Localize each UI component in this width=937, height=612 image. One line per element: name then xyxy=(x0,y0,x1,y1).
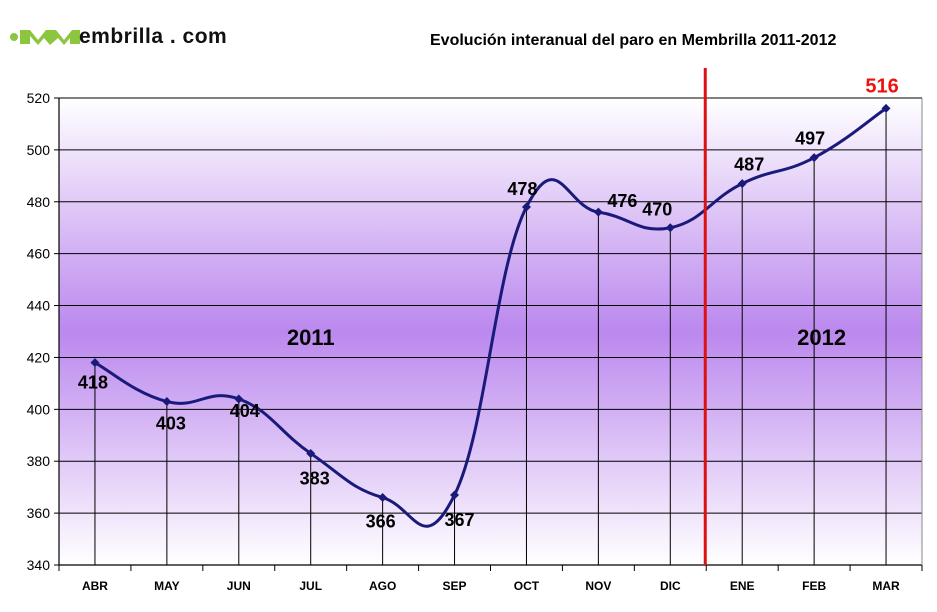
data-point-feb xyxy=(809,153,819,163)
data-markers xyxy=(90,103,891,503)
y-tick-label-360: 360 xyxy=(27,505,51,521)
data-label-nov: 476 xyxy=(607,191,637,211)
y-tick-label-440: 440 xyxy=(27,298,51,314)
data-label-feb: 497 xyxy=(795,129,825,149)
data-point-may xyxy=(162,397,172,407)
x-category-label-nov: NOV xyxy=(585,579,611,593)
y-tick-label-340: 340 xyxy=(27,557,51,573)
axes xyxy=(58,98,923,571)
year-label-2012: 2012 xyxy=(797,325,846,350)
x-category-label-ene: ENE xyxy=(730,579,755,593)
year-label-2011: 2011 xyxy=(287,325,335,350)
x-category-label-feb: FEB xyxy=(802,579,826,593)
data-point-nov xyxy=(593,207,603,217)
data-point-jul xyxy=(306,448,316,458)
year-labels: 2011 2012 xyxy=(287,325,846,350)
y-tick-labels: 340 360 380 400 420 440 460 480 500 520 xyxy=(27,90,51,573)
data-label-abr: 418 xyxy=(78,373,108,393)
data-labels: 418 403 404 383 366 367 478 476 470 487 497 516 xyxy=(78,75,899,531)
data-point-oct xyxy=(521,202,531,212)
x-category-label-abr: ABR xyxy=(82,579,108,593)
data-label-ago: 366 xyxy=(366,512,396,532)
drop-lines xyxy=(94,108,887,565)
y-tick-label-460: 460 xyxy=(27,246,51,262)
y-tick-label-500: 500 xyxy=(27,142,51,158)
x-category-label-sep: SEP xyxy=(443,579,467,593)
data-label-may: 403 xyxy=(156,414,186,434)
logo: embrilla . com xyxy=(10,24,227,50)
y-tick-label-420: 420 xyxy=(27,349,51,365)
x-category-label-jul: JUL xyxy=(299,579,322,593)
x-category-label-dic: DIC xyxy=(660,579,681,593)
y-tick-label-520: 520 xyxy=(27,90,51,106)
x-category-labels: ABR MAY JUN JUL AGO SEP OCT NOV DIC ENE FEB MAR xyxy=(82,579,900,593)
x-category-label-oct: OCT xyxy=(514,579,540,593)
data-point-sep xyxy=(450,490,460,500)
data-point-jun xyxy=(234,394,244,404)
y-tick-label-400: 400 xyxy=(27,401,51,417)
x-category-label-mar: MAR xyxy=(872,579,900,593)
data-label-jun: 404 xyxy=(230,401,260,421)
green-m-logo-icon xyxy=(10,30,80,45)
y-tick-label-380: 380 xyxy=(27,453,51,469)
data-label-jul: 383 xyxy=(300,468,330,488)
data-point-ene xyxy=(737,179,747,189)
plot-background xyxy=(59,98,922,565)
data-point-ago xyxy=(378,493,388,503)
data-label-ene: 487 xyxy=(734,155,764,175)
x-category-label-ago: AGO xyxy=(369,579,396,593)
data-label-mar: 516 xyxy=(865,75,898,97)
data-point-mar xyxy=(881,103,891,113)
data-label-dic: 470 xyxy=(642,200,672,220)
data-label-oct: 478 xyxy=(507,179,537,199)
chart-title: Evolución interanual del paro en Membril… xyxy=(430,32,837,49)
data-label-sep: 367 xyxy=(445,510,475,530)
logo-text: embrilla . com xyxy=(79,25,228,48)
x-category-label-jun: JUN xyxy=(227,579,251,593)
data-point-abr xyxy=(90,358,100,368)
data-point-dic xyxy=(665,223,675,233)
x-category-label-may: MAY xyxy=(154,579,180,593)
y-tick-label-480: 480 xyxy=(27,194,51,210)
